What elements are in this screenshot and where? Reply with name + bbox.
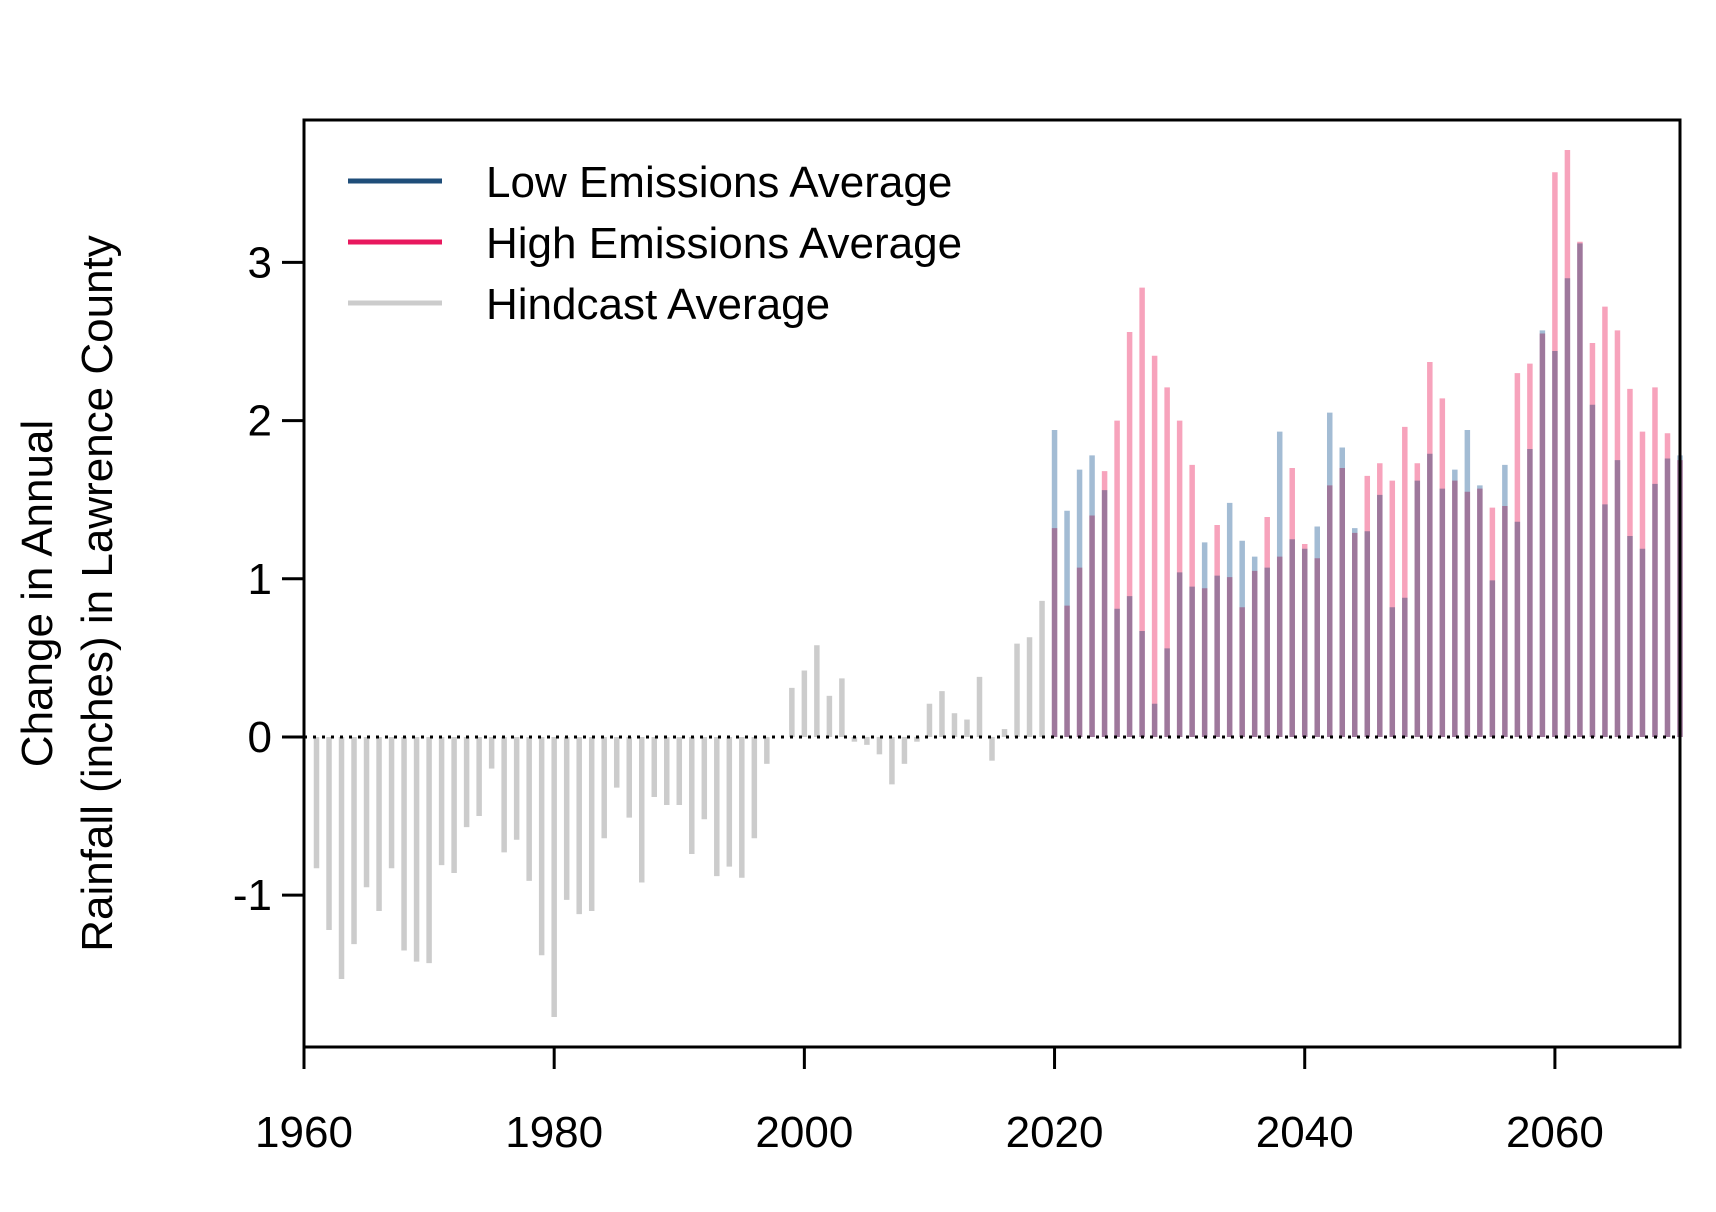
x-tick-label: 2060 [1506,1108,1604,1157]
y-axis: -1 0 1 2 3 [233,238,304,920]
y-tick-label: 3 [248,238,272,287]
y-axis-title: Change in Annual Rainfall (inches) in Law… [13,235,122,952]
high-emissions-bars [1051,150,1683,737]
y-tick-label: 0 [248,713,272,762]
plot-frame [302,118,1682,1049]
x-tick-label: 1980 [505,1108,603,1157]
legend: Low Emissions Average High Emissions Aver… [348,158,962,329]
x-tick-label: 2040 [1256,1108,1354,1157]
low-emissions-legend-label: Low Emissions Average [486,158,952,207]
y-tick-label: -1 [233,871,272,920]
x-axis: 1960 1980 2000 2020 2040 2060 [255,1047,1604,1157]
x-tick-label: 2000 [755,1108,853,1157]
hindcast-bars [313,600,1045,1017]
y-tick-label: 2 [248,397,272,446]
high-emissions-legend-label: High Emissions Average [486,219,962,268]
hindcast-legend-label: Hindcast Average [486,280,830,329]
y-axis-title-line: Change in Annual [13,420,62,767]
x-tick-label: 1960 [255,1108,353,1157]
y-axis-title-line: Rainfall (inches) in Lawrence County [73,235,122,952]
y-tick-label: 1 [248,555,272,604]
x-tick-label: 2020 [1006,1108,1104,1157]
